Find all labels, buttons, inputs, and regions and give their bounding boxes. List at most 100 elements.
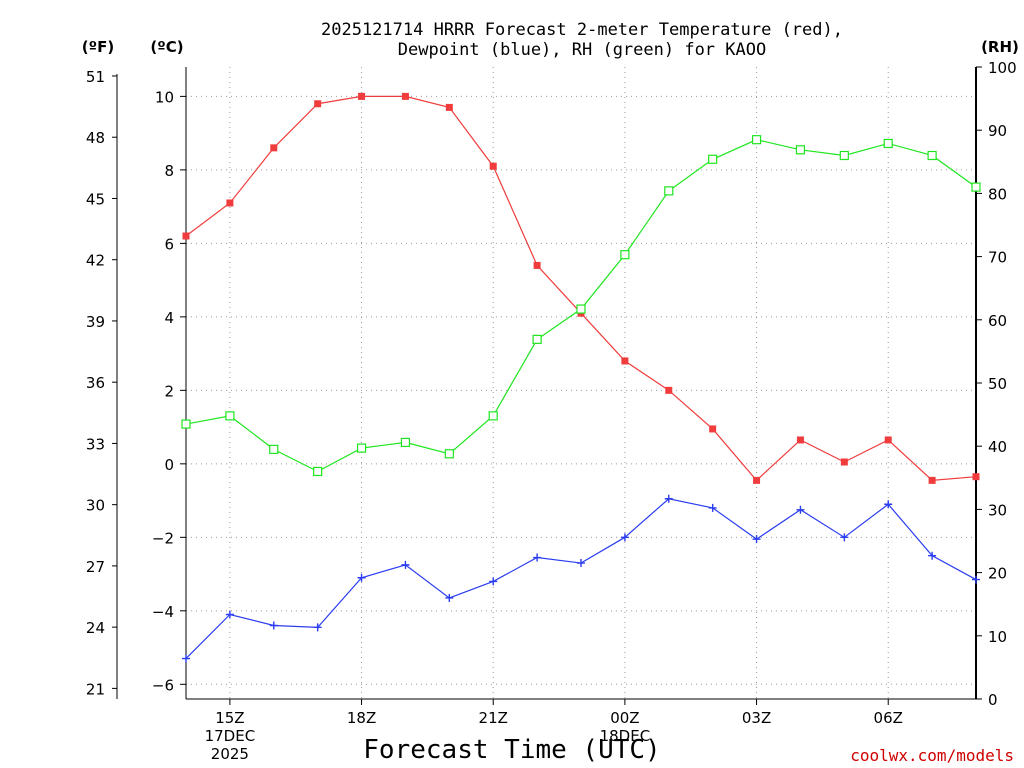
- dewpoint-point: [928, 551, 937, 560]
- fahrenheit-tick-label: 42: [86, 252, 105, 270]
- dewpoint-line: [185, 498, 977, 660]
- 2-meter-temperature-point: [489, 162, 497, 170]
- fahrenheit-tick-label: 45: [86, 190, 105, 208]
- time-tick-label: 06Z: [874, 709, 903, 727]
- celsius-tick-label: 8: [164, 162, 174, 180]
- time-tick-label: 2025: [211, 745, 249, 763]
- 2-meter-temperature-line: [185, 95, 977, 482]
- rh-point: [883, 138, 893, 149]
- axes: [112, 66, 982, 705]
- dewpoint-point: [533, 553, 542, 562]
- rh-tick-label: 100: [988, 59, 1017, 77]
- time-tick-label: 00Z: [610, 709, 639, 727]
- celsius-tick-label: −2: [152, 529, 174, 547]
- celsius-tick-label: 6: [164, 235, 174, 253]
- 2-meter-temperature-point: [270, 144, 278, 152]
- celsius-tick-label: 10: [155, 88, 174, 106]
- 2-meter-temperature-point: [928, 476, 936, 484]
- rh-tick-label: 20: [988, 565, 1007, 583]
- rh-point: [444, 449, 454, 459]
- rh-tick-label: 0: [988, 691, 998, 709]
- chart-title: 2025121714 HRRR Forecast 2-meter Tempera…: [321, 20, 843, 60]
- 2-meter-temperature-point: [884, 436, 892, 444]
- dewpoint-point: [357, 573, 366, 582]
- rh-unit-label: (RH): [981, 38, 1019, 56]
- credit-link[interactable]: coolwx.com/models: [850, 746, 1014, 765]
- rh-point: [839, 150, 849, 161]
- time-tick-label: 15Z: [215, 709, 244, 727]
- dewpoint-point: [401, 560, 410, 569]
- rh-tick-label: 50: [988, 375, 1007, 393]
- dewpoint-point: [577, 559, 585, 568]
- dewpoint-point: [269, 621, 278, 630]
- rh-point: [927, 150, 937, 161]
- 2-meter-temperature-point: [665, 386, 673, 394]
- celsius-tick-label: −4: [152, 603, 174, 621]
- dewpoint-point: [489, 577, 498, 586]
- fahrenheit-tick-label: 51: [86, 68, 105, 86]
- x-axis-title: Forecast Time (UTC): [363, 735, 660, 765]
- dewpoint-point: [620, 533, 629, 542]
- 2-meter-temperature-point: [226, 199, 234, 207]
- time-tick-label: 18Z: [347, 709, 376, 727]
- rh-point: [971, 182, 981, 192]
- rh-point: [225, 411, 235, 421]
- title-line-2: Dewpoint (blue), RH (green) for KAOO: [398, 40, 766, 60]
- fahrenheit-tick-label: 33: [86, 435, 105, 453]
- rh-point: [313, 466, 323, 477]
- 2-meter-temperature-point: [358, 92, 366, 100]
- dewpoint-point: [664, 494, 673, 503]
- rh-tick-label: 90: [988, 122, 1007, 140]
- 2-meter-temperature-point: [401, 92, 409, 100]
- rh-point: [708, 154, 718, 164]
- dewpoint-point: [708, 503, 717, 512]
- 2-meter-temperature-point: [533, 261, 541, 269]
- 2-meter-temperature-point: [621, 357, 629, 365]
- rh-tick-label: 10: [988, 628, 1007, 646]
- celsius-unit-label: (ºC): [150, 38, 183, 56]
- celsius-tick-label: 0: [164, 456, 174, 474]
- rh-point: [620, 250, 630, 260]
- dewpoint-point: [796, 505, 805, 514]
- 2-meter-temperature-point: [796, 436, 804, 444]
- fahrenheit-unit-label: (ºF): [82, 38, 114, 56]
- 2-meter-temperature-point: [753, 476, 761, 484]
- celsius-tick-label: 4: [164, 309, 174, 327]
- time-tick-label: 17DEC: [205, 727, 256, 745]
- rh-tick-label: 30: [988, 501, 1007, 519]
- dewpoint-point: [884, 500, 893, 509]
- time-tick-label: 18DEC: [600, 727, 651, 745]
- tick-labels: 51484542393633302724211086420−2−4−610090…: [86, 59, 1017, 763]
- data-series: [181, 92, 981, 663]
- rh-point: [488, 411, 498, 421]
- rh-point: [269, 444, 279, 454]
- rh-tick-label: 70: [988, 249, 1007, 267]
- dewpoint-point: [313, 623, 322, 632]
- time-tick-label: 03Z: [742, 709, 771, 727]
- 2-meter-temperature-point: [972, 473, 980, 481]
- rh-point: [532, 334, 542, 344]
- rh-point: [576, 304, 586, 314]
- fahrenheit-tick-label: 48: [86, 129, 105, 147]
- rh-point: [181, 419, 191, 429]
- rh-point: [795, 145, 806, 155]
- fahrenheit-tick-label: 24: [86, 619, 105, 637]
- rh-point: [400, 437, 411, 448]
- 2-meter-temperature-point: [314, 100, 322, 108]
- grid-lines: [186, 67, 976, 699]
- rh-tick-label: 60: [988, 312, 1007, 330]
- 2-meter-temperature-point: [709, 425, 717, 433]
- celsius-tick-label: 2: [164, 382, 174, 400]
- rh-tick-label: 80: [988, 185, 1007, 203]
- 2-meter-temperature-point: [840, 458, 848, 466]
- fahrenheit-tick-label: 27: [86, 558, 105, 576]
- dewpoint-point: [840, 533, 849, 542]
- rh-point: [664, 186, 674, 196]
- rh-point: [751, 135, 762, 145]
- rh-tick-label: 40: [988, 438, 1007, 456]
- time-tick-label: 21Z: [479, 709, 508, 727]
- fahrenheit-tick-label: 36: [86, 374, 105, 392]
- fahrenheit-tick-label: 39: [86, 313, 105, 331]
- title-line-1: 2025121714 HRRR Forecast 2-meter Tempera…: [321, 20, 843, 40]
